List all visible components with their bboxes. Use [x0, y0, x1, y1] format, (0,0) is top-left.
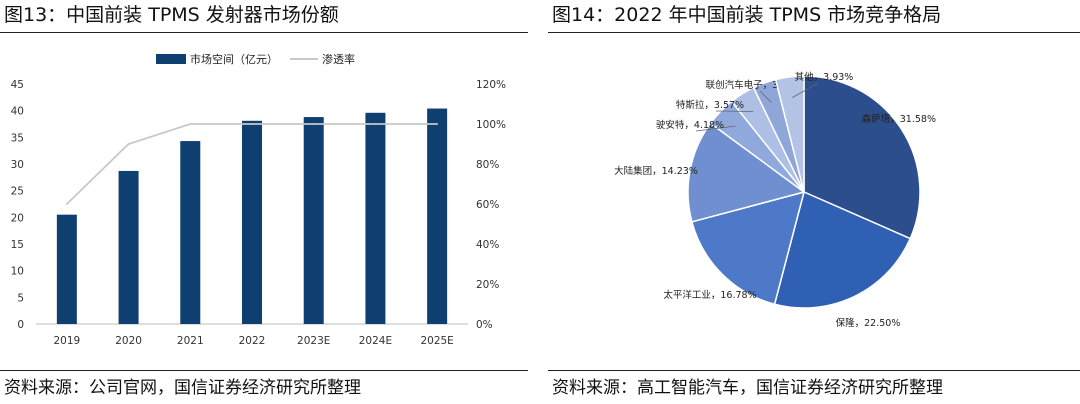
bar-2020	[118, 170, 139, 324]
left-axis-tick: 30	[11, 159, 24, 171]
left-axis-tick: 20	[11, 212, 24, 224]
x-axis-tick: 2019	[53, 335, 80, 347]
right-top-rule	[548, 32, 1080, 33]
pie-label: 驶安特，4.18%	[656, 119, 724, 131]
legend-bar-swatch	[156, 54, 186, 64]
pie-label: 特斯拉，3.57%	[676, 99, 744, 111]
right-axis-tick: 80%	[476, 159, 499, 171]
x-axis-tick: 2025E	[420, 335, 453, 347]
penetration-point-2023E	[312, 123, 315, 125]
left-axis-tick: 35	[11, 132, 24, 144]
left-panel: 图13：中国前装 TPMS 发射器市场份额 0 5 10 15 20 25 30 35 40 45…	[0, 0, 528, 404]
right-axis-tick: 20%	[476, 279, 499, 291]
right-axis-tick: 0%	[476, 319, 493, 331]
x-axis-tick: 2020	[115, 335, 142, 347]
penetration-point-2024E	[374, 123, 377, 125]
right-source-note: 资料来源：高工智能汽车，国信证券经济研究所整理	[552, 378, 943, 398]
bar-2023E	[303, 117, 324, 324]
pie-slice-保隆	[773, 190, 912, 309]
pie-leader-line	[695, 125, 736, 132]
pie-slice-太平洋工业	[690, 190, 806, 306]
penetration-point-2019	[65, 203, 68, 205]
pie-slice-其他	[774, 75, 805, 193]
bar-2022	[242, 120, 262, 324]
legend-bar-label: 市场空间（亿元）	[190, 52, 278, 66]
right-figure-title: 图14：2022 年中国前装 TPMS 市场竞争格局	[552, 4, 942, 26]
pie-leader-line	[715, 110, 754, 112]
right-axis-tick: 120%	[476, 79, 506, 91]
right-axis-tick: 60%	[476, 199, 499, 211]
right-axis-tick: 100%	[476, 119, 506, 131]
left-axis-tick: 25	[11, 186, 24, 198]
left-axis-tick: 40	[11, 106, 24, 118]
bar-2019	[56, 214, 77, 324]
bar-2024E	[365, 112, 386, 324]
pie-chart: 森萨塔，31.58% 保隆，22.50% 太平洋工业，16.78% 大陆集团，14.2…	[614, 71, 936, 329]
pie-slice-森萨塔	[803, 75, 921, 240]
bar-line-chart: 0 5 10 15 20 25 30 35 40 45 0% 20% 40% 60% 80% 100% 120%…	[11, 52, 506, 347]
penetration-point-2022	[251, 123, 253, 125]
pie-slice-大陆集团	[687, 122, 806, 223]
x-axis-tick: 2023E	[297, 335, 330, 347]
x-axis-tick: 2021	[177, 335, 204, 347]
pie-label: 大陆集团，14.23%	[614, 165, 698, 177]
pie-leader-line	[759, 90, 772, 103]
bar-2025E	[427, 108, 448, 325]
pie-label: 保隆，22.50%	[836, 317, 901, 329]
x-axis-tick: 2022	[239, 335, 266, 347]
right-axis-tick: 40%	[476, 239, 499, 251]
left-axis-tick: 15	[11, 239, 24, 251]
left-source-note: 资料来源：公司官网，国信证券经济研究所整理	[4, 378, 361, 398]
left-bottom-rule	[0, 370, 528, 371]
left-top-rule	[0, 32, 528, 33]
penetration-point-2021	[189, 123, 192, 125]
pie-label: 其他，3.93%	[795, 71, 854, 83]
penetration-point-2020	[127, 143, 130, 145]
bar-2021	[180, 141, 201, 324]
pie-label: 森萨塔，31.58%	[862, 113, 936, 125]
left-axis-tick: 10	[11, 266, 24, 278]
left-figure-title: 图13：中国前装 TPMS 发射器市场份额	[4, 4, 339, 26]
pie-label: 太平洋工业，16.78%	[663, 289, 756, 301]
left-axis-tick: 0	[17, 319, 24, 331]
right-bottom-rule	[548, 370, 1080, 371]
right-panel: 图14：2022 年中国前装 TPMS 市场竞争格局 森萨塔，31.58% 保隆，…	[548, 0, 1080, 404]
pie-leader-line	[792, 82, 819, 98]
left-axis-tick: 5	[17, 292, 24, 304]
left-axis-tick: 45	[11, 79, 24, 91]
legend-line-label: 渗透率	[322, 52, 355, 66]
penetration-point-2025E	[436, 123, 439, 125]
x-axis-tick: 2024E	[359, 335, 392, 347]
